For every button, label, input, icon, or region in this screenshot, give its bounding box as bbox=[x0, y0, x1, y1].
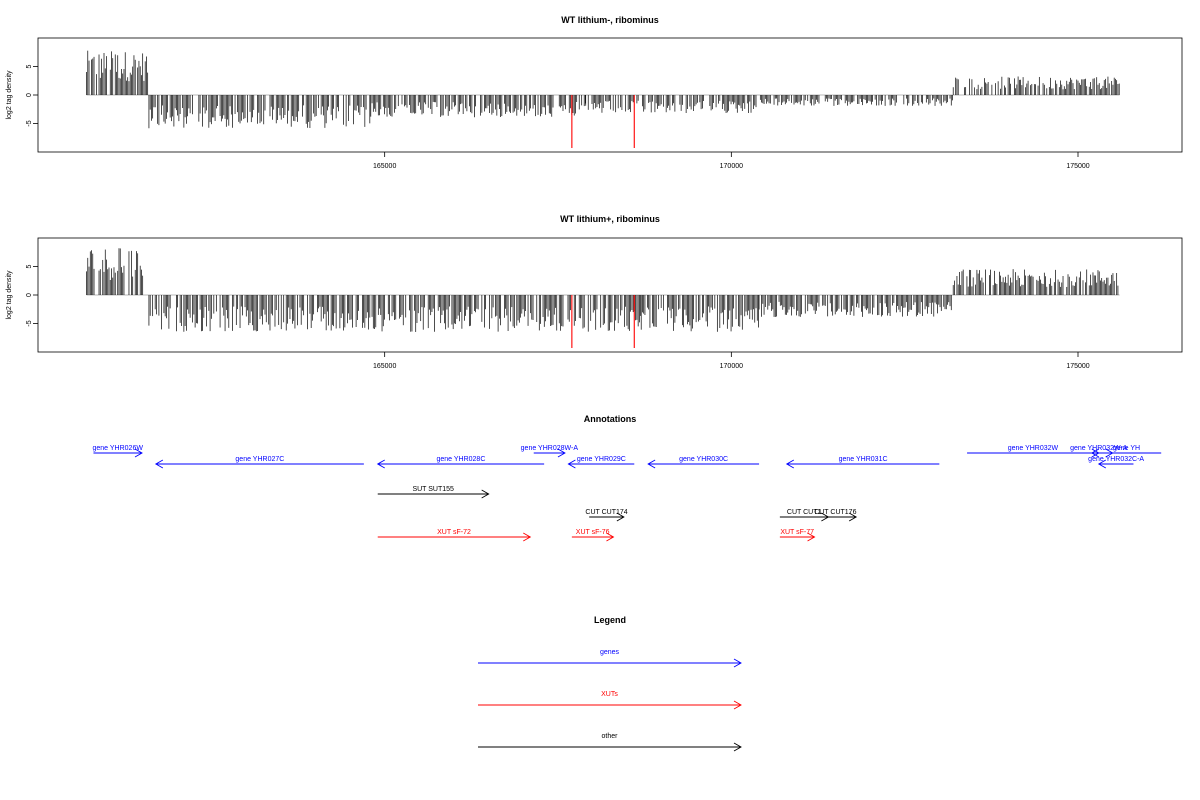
panel-2-title: WT lithium+, ribominus bbox=[560, 214, 660, 224]
annotation-label: gene YHR026W bbox=[92, 445, 143, 452]
panel-2-ytick-label: -5 bbox=[26, 320, 33, 326]
legend-arrowhead bbox=[733, 700, 742, 710]
panel-2-xtick-label: 170000 bbox=[720, 363, 743, 370]
annotation-label: gene YH bbox=[1113, 445, 1140, 452]
legend-arrowhead bbox=[733, 742, 742, 752]
annotation-arrowhead bbox=[616, 512, 625, 522]
panel-1-xtick-label: 170000 bbox=[720, 163, 743, 170]
panel-2-xtick-label: 175000 bbox=[1066, 363, 1089, 370]
panel-2-xtick-label: 165000 bbox=[373, 363, 396, 370]
annotation-label: CUT CUT174 bbox=[585, 509, 627, 516]
annotation-arrowhead bbox=[606, 532, 615, 542]
legend-arrowhead bbox=[733, 658, 742, 668]
legend-title: Legend bbox=[594, 615, 626, 625]
legend: Legend genes XUTs other bbox=[478, 615, 742, 752]
panel-1-ylabel: log2 tag density bbox=[6, 70, 13, 120]
panel-1-xtick-label: 175000 bbox=[1066, 163, 1089, 170]
legend-label: XUTs bbox=[601, 691, 618, 698]
panel-2-y-axis: -5 0 5 bbox=[26, 264, 38, 327]
legend-label: genes bbox=[600, 649, 620, 656]
annotation-label: gene YHR032W-A bbox=[1070, 445, 1128, 452]
annotation-arrowhead bbox=[557, 448, 566, 458]
annotation-arrowhead bbox=[848, 512, 858, 522]
annotation-label: SUT SUT155 bbox=[412, 486, 454, 493]
annotation-label: gene YHR027C bbox=[235, 456, 284, 463]
panel-1-bars bbox=[86, 50, 1120, 149]
panel-1-x-axis: 165000 170000 175000 bbox=[373, 152, 1090, 170]
annotation-label: gene YHR029C bbox=[577, 456, 626, 463]
annotation-label: CUT CUT176 bbox=[814, 509, 856, 516]
annotation-arrowhead bbox=[1090, 448, 1100, 458]
annotation-label: gene YHR032W bbox=[1008, 445, 1059, 452]
panel-2-ylabel: log2 tag density bbox=[6, 270, 13, 320]
annotation-label: CUT CUT1 bbox=[787, 509, 822, 516]
panel-1-y-axis: -5 0 5 bbox=[26, 64, 38, 127]
annotation-label: XUT sF-77 bbox=[780, 529, 814, 536]
legend-label: other bbox=[602, 733, 619, 740]
annotation-label: gene YHR030C bbox=[679, 456, 728, 463]
annotation-arrowhead bbox=[807, 532, 816, 542]
annotation-arrowhead bbox=[567, 459, 576, 469]
annotation-arrowhead bbox=[523, 532, 532, 542]
legend-items: genes XUTs other bbox=[478, 649, 742, 752]
annotation-label: gene YHR028C bbox=[436, 456, 485, 463]
panel-1-ytick-label: 5 bbox=[26, 64, 33, 68]
annotation-arrowhead bbox=[376, 459, 385, 469]
annotation-arrowhead bbox=[647, 459, 656, 469]
panel-1: WT lithium-, ribominus log2 tag density … bbox=[6, 15, 1183, 170]
annotation-arrowhead bbox=[785, 459, 795, 469]
annotation-features: gene YHR026W gene YHR027C gene YHR028W-A ge… bbox=[92, 445, 1162, 542]
panel-2-x-axis: 165000 170000 175000 bbox=[373, 352, 1090, 370]
annotation-label: XUT sF-76 bbox=[576, 529, 610, 536]
annotation-arrowhead bbox=[481, 489, 490, 499]
annotation-arrowhead bbox=[1097, 459, 1107, 469]
panel-1-xtick-label: 165000 bbox=[373, 163, 396, 170]
panel-2-bars bbox=[86, 248, 1120, 349]
panel-2-ytick-label: 0 bbox=[26, 293, 33, 297]
annotation-label: XUT sF-72 bbox=[437, 529, 471, 536]
panel-1-title: WT lithium-, ribominus bbox=[561, 15, 659, 25]
annotation-arrowhead bbox=[134, 448, 143, 458]
panel-2: WT lithium+, ribominus log2 tag density … bbox=[6, 214, 1183, 370]
annotation-arrowhead bbox=[154, 459, 164, 469]
panel-2-ytick-label: 5 bbox=[26, 264, 33, 268]
annotations-title: Annotations bbox=[584, 414, 637, 424]
annotation-label: gene YHR028W-A bbox=[521, 445, 579, 452]
panel-1-ytick-label: 0 bbox=[26, 93, 33, 97]
panel-1-ytick-label: -5 bbox=[26, 120, 33, 126]
annotation-label: gene YHR031C bbox=[839, 456, 888, 463]
annotation-label: gene YHR032C-A bbox=[1088, 456, 1144, 463]
